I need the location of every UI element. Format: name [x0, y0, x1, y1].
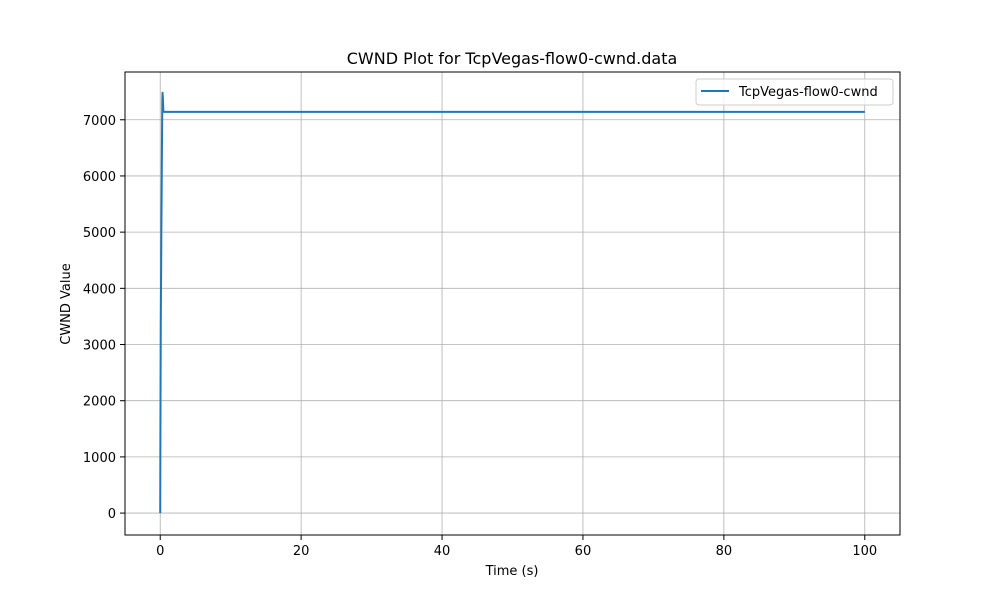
y-tick-label: 0	[108, 507, 116, 522]
grid-lines	[125, 72, 900, 535]
y-tick-label: 7000	[83, 114, 116, 129]
x-tick-label: 0	[156, 544, 164, 559]
x-axis-label: Time (s)	[485, 564, 539, 579]
y-tick-label: 5000	[83, 226, 116, 241]
x-tick-label: 40	[434, 544, 451, 559]
y-tick-label: 4000	[83, 282, 116, 297]
x-tick-label: 100	[852, 544, 877, 559]
y-tick-label: 1000	[83, 451, 116, 466]
x-tick-label: 80	[716, 544, 733, 559]
axis-ticks: 0 20 40 60 80 1000100020003000400050006000700…	[83, 114, 877, 559]
series-layer	[159, 91, 865, 514]
y-tick-label: 6000	[83, 170, 116, 185]
legend-box	[695, 78, 894, 106]
y-axis-label: CWND Value	[59, 263, 74, 345]
series-line-tcpvegas-flow0-cwnd	[159, 91, 865, 514]
legend: TcpVegas-flow0-cwnd	[695, 78, 894, 106]
y-tick-label: 3000	[83, 339, 116, 354]
x-tick-label: 20	[293, 544, 310, 559]
chart-title: CWND Plot for TcpVegas-flow0-cwnd.data	[347, 49, 678, 68]
x-tick-label: 60	[575, 544, 592, 559]
y-tick-label: 2000	[83, 395, 116, 410]
legend-label: TcpVegas-flow0-cwnd	[738, 85, 878, 100]
plot-area-frame	[124, 71, 901, 536]
